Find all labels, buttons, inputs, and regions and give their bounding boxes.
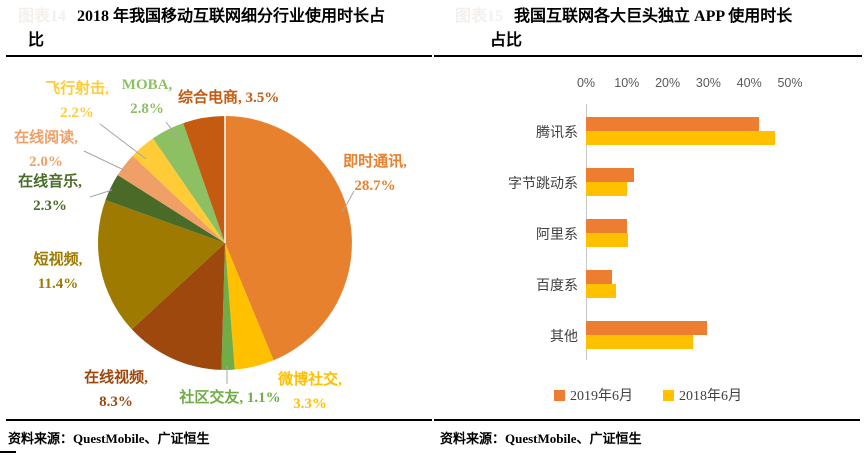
pie-label-即时通讯: 即时通讯, 28.7% [330, 150, 420, 198]
bar-chart-plot: 腾讯系字节跳动系阿里系百度系其他 [432, 0, 864, 456]
left-title-line1: 图表14 2018 年我国移动互联网细分行业使用时长占 [18, 5, 428, 29]
left-source-text: 资料来源：QuestMobile、广证恒生 [8, 431, 210, 446]
pie-label-line: 即时通讯, [343, 154, 407, 170]
pie-label-短视频: 短视频, 11.4% [16, 248, 100, 296]
legend-swatch-2019 [554, 389, 565, 401]
category-label-字节跳动系: 字节跳动系 [508, 177, 578, 192]
x-axis-ticks: 0% 10% 20% 30% 40% 50% [432, 76, 864, 94]
pie-label-微博社交: 微博社交, 3.3% [268, 368, 352, 416]
legend-label-2018: 2018年6月 [679, 389, 742, 404]
bar-阿里系-2019年6月 [586, 219, 628, 233]
bar-其他-2019年6月 [586, 321, 707, 335]
pie-label-line: 28.7% [354, 178, 396, 194]
leader-line [341, 190, 355, 213]
bar-chart-legend: 2019年6月 2018年6月 [432, 385, 864, 405]
right-title-line2: 占比 [490, 32, 523, 49]
leader-lines-group [83, 121, 355, 384]
legend-label-2019: 2019年6月 [570, 389, 633, 404]
pie-label-line: MOBA, [121, 77, 173, 93]
right-title-text: 我国互联网各大巨头独立 APP 使用时长 [514, 8, 793, 25]
pie-slice-飞行射击 [132, 138, 225, 243]
pie-label-MOBA: MOBA, 2.8% [110, 73, 184, 121]
bar-腾讯系-2018年6月 [586, 131, 775, 145]
pie-label-line: 在线音乐, [18, 174, 82, 190]
category-label-其他: 其他 [550, 330, 578, 345]
left-chart-title: 图表14 2018 年我国移动互联网细分行业使用时长占 比 [18, 5, 428, 53]
leader-line [99, 123, 147, 160]
pie-label-line: 在线视频, [84, 370, 148, 386]
right-chart-panel: 图表15 我国互联网各大巨头独立 APP 使用时长 占比 0% 10% 20% 30% 4… [432, 0, 864, 456]
pie-label-line: 飞行射击, [45, 81, 109, 97]
x-axis-tick: 30% [695, 76, 721, 90]
pie-label-综合电商: 综合电商, 3.5% [178, 90, 280, 106]
bar-阿里系-2018年6月 [586, 233, 628, 247]
bar-字节跳动系-2018年6月 [586, 182, 628, 196]
category-label-腾讯系: 腾讯系 [536, 126, 578, 141]
x-axis-tick: 20% [655, 76, 681, 90]
right-source-text: 资料来源：QuestMobile、广证恒生 [440, 431, 642, 446]
bar-百度系-2019年6月 [586, 270, 612, 284]
x-axis-tick: 10% [614, 76, 640, 90]
bottom-border-stub [0, 451, 16, 453]
leader-line [83, 150, 127, 172]
pie-label-line: 在线阅读, [14, 130, 78, 146]
x-axis-tick: 50% [777, 76, 803, 90]
pie-label-line: 微博社交, [278, 372, 342, 388]
left-source-rule [6, 419, 432, 421]
category-label-阿里系: 阿里系 [536, 228, 578, 243]
category-label-百度系: 百度系 [536, 279, 578, 294]
bar-腾讯系-2019年6月 [586, 117, 759, 131]
pie-label-line: 8.3% [99, 394, 133, 410]
pie-label-line: 2.8% [130, 101, 164, 117]
legend-swatch-2018 [663, 389, 674, 401]
pie-label-line: 3.3% [293, 396, 327, 412]
pie-slice-综合电商 [183, 116, 225, 243]
left-figure-tag: 图表14 [18, 8, 67, 25]
right-source-rule [434, 419, 860, 421]
pie-label-在线视频: 在线视频, 8.3% [72, 366, 160, 414]
pie-label-line: 2.3% [33, 198, 67, 214]
right-title-line1: 图表15 我国互联网各大巨头独立 APP 使用时长 [455, 5, 860, 29]
right-title-rule [434, 55, 862, 57]
pie-slice-微博社交 [225, 243, 274, 370]
pie-label-line: 2.2% [60, 105, 94, 121]
pie-label-飞行射击: 飞行射击, 2.2% [33, 77, 121, 125]
pie-label-在线音乐: 在线音乐, 2.3% [4, 170, 96, 218]
pie-slice-短视频 [98, 200, 225, 330]
pie-slice-在线阅读 [117, 155, 225, 243]
pie-label-line: 短视频, [33, 252, 83, 268]
legend-item-2019: 2019年6月 [554, 385, 633, 405]
leader-line [89, 189, 113, 198]
right-chart-title: 图表15 我国互联网各大巨头独立 APP 使用时长 占比 [455, 5, 860, 53]
pie-slice-社区交友 [221, 243, 235, 370]
pie-slice-即时通讯 [225, 116, 352, 361]
pie-slice-在线音乐 [105, 175, 225, 243]
x-axis-tick: 0% [576, 76, 596, 90]
pie-label-在线阅读: 在线阅读, 2.0% [0, 126, 92, 174]
pie-slice-在线视频 [131, 243, 225, 370]
pie-slice-MOBA [152, 123, 225, 243]
x-axis-tick: 40% [736, 76, 762, 90]
left-title-line2: 比 [28, 32, 45, 49]
left-title-rule [6, 55, 432, 57]
leader-line [165, 121, 180, 140]
left-title-text: 2018 年我国移动互联网细分行业使用时长占 [77, 8, 386, 25]
pie-label-line: 2.0% [29, 154, 63, 170]
left-chart-panel: 图表14 2018 年我国移动互联网细分行业使用时长占 比 即时通讯, 28.7% … [0, 5, 432, 446]
bar-字节跳动系-2019年6月 [586, 168, 634, 182]
legend-item-2018: 2018年6月 [663, 385, 742, 405]
bar-其他-2018年6月 [586, 335, 693, 349]
pie-chart [83, 116, 355, 384]
pie-label-line: 11.4% [37, 276, 79, 292]
pie-slices-group [98, 116, 352, 370]
pie-label-社区交友: 社区交友, 1.1% [179, 390, 281, 406]
right-figure-tag: 图表15 [455, 8, 504, 25]
bar-百度系-2018年6月 [586, 284, 617, 298]
